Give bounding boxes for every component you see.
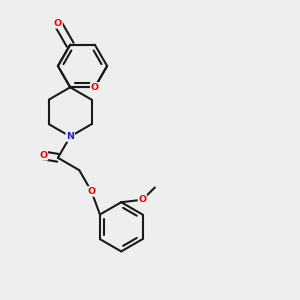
Text: O: O	[139, 195, 147, 204]
Text: O: O	[87, 187, 96, 196]
Text: O: O	[54, 19, 62, 28]
Text: O: O	[91, 83, 99, 92]
Text: N: N	[66, 132, 74, 141]
Text: O: O	[39, 151, 47, 160]
